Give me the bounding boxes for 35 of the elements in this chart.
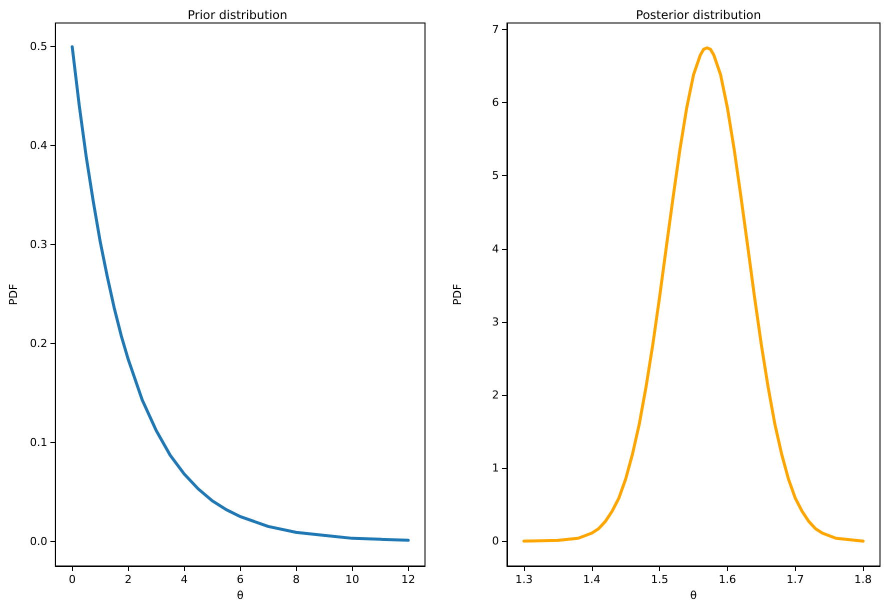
- x-tick-label: 1.6: [718, 573, 736, 586]
- y-tick-label: 0.5: [30, 40, 48, 54]
- y-tick-label: 6: [492, 96, 499, 110]
- x-tick-label: 1.8: [854, 573, 872, 586]
- y-axis-title: PDF: [7, 284, 20, 306]
- x-tick-label: 8: [292, 573, 300, 586]
- x-tick-label: 2: [124, 573, 132, 586]
- line-series: [522, 46, 865, 543]
- y-tick-label: 4: [492, 242, 499, 256]
- x-tick-label: 10: [345, 573, 360, 586]
- y-tick-label: 3: [492, 315, 499, 328]
- y-tick-label: 0.1: [30, 436, 48, 449]
- y-tick-label: 2: [492, 388, 499, 402]
- y-tick-label: 7: [492, 23, 499, 36]
- chart-title: Posterior distribution: [636, 8, 762, 22]
- y-axis-title: PDF: [451, 284, 464, 306]
- x-tick-label: 12: [401, 573, 416, 586]
- x-tick-label: 1.3: [515, 573, 533, 586]
- x-tick-label: 4: [180, 573, 188, 586]
- y-tick-label: 0: [492, 534, 499, 548]
- x-tick-label: 1.4: [583, 573, 601, 586]
- y-tick-label: 0.0: [30, 534, 48, 548]
- y-tick-label: 0.3: [30, 238, 48, 252]
- chart-title: Prior distribution: [188, 8, 288, 22]
- x-tick-label: 1.7: [786, 573, 804, 586]
- x-axis-title: θ: [236, 589, 244, 602]
- y-tick-label: 1: [492, 462, 499, 475]
- y-tick-label: 0.4: [30, 139, 48, 152]
- x-tick-label: 6: [236, 573, 244, 586]
- y-tick-label: 5: [492, 169, 499, 182]
- y-tick-label: 0.2: [30, 336, 48, 350]
- x-tick-label: 0: [68, 573, 76, 586]
- x-axis-title: θ: [690, 589, 698, 602]
- x-tick-label: 1.5: [650, 573, 668, 586]
- line-series: [70, 45, 410, 542]
